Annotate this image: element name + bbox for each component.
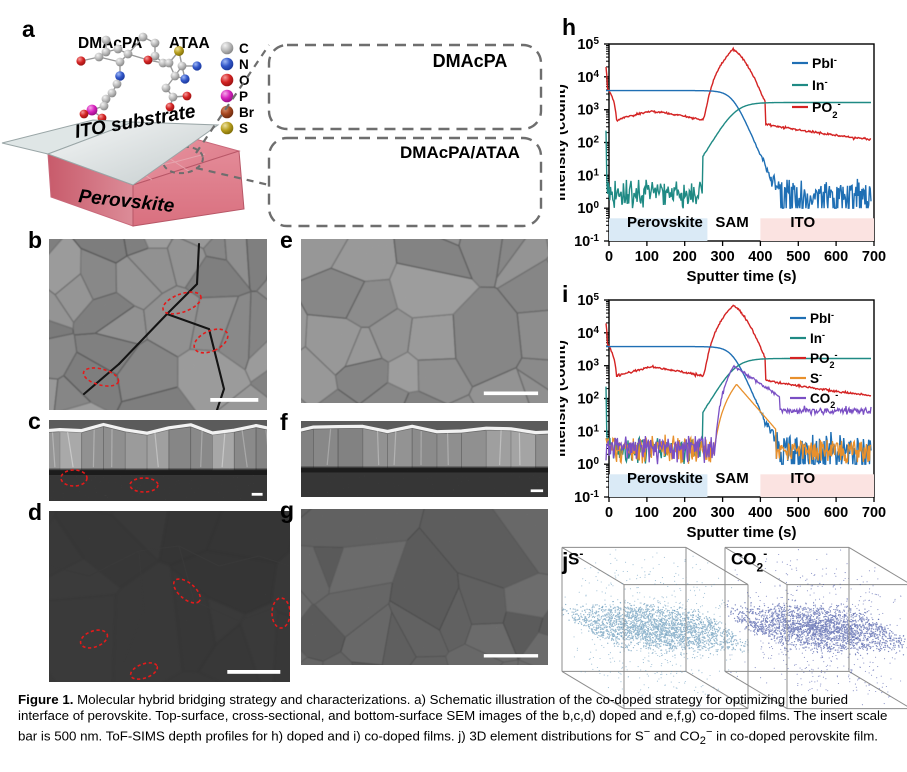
svg-text:S: S [239, 121, 248, 136]
svg-text:DMAcPA/ATAA: DMAcPA/ATAA [400, 143, 520, 162]
svg-text:DMAcPA: DMAcPA [433, 51, 508, 71]
svg-text:P: P [239, 89, 248, 104]
svg-text:S-: S- [568, 546, 583, 568]
svg-text:CO2-: CO2- [731, 546, 767, 574]
svg-text:C: C [239, 41, 249, 56]
svg-text:N: N [239, 57, 249, 72]
svg-text:Br: Br [239, 105, 255, 120]
